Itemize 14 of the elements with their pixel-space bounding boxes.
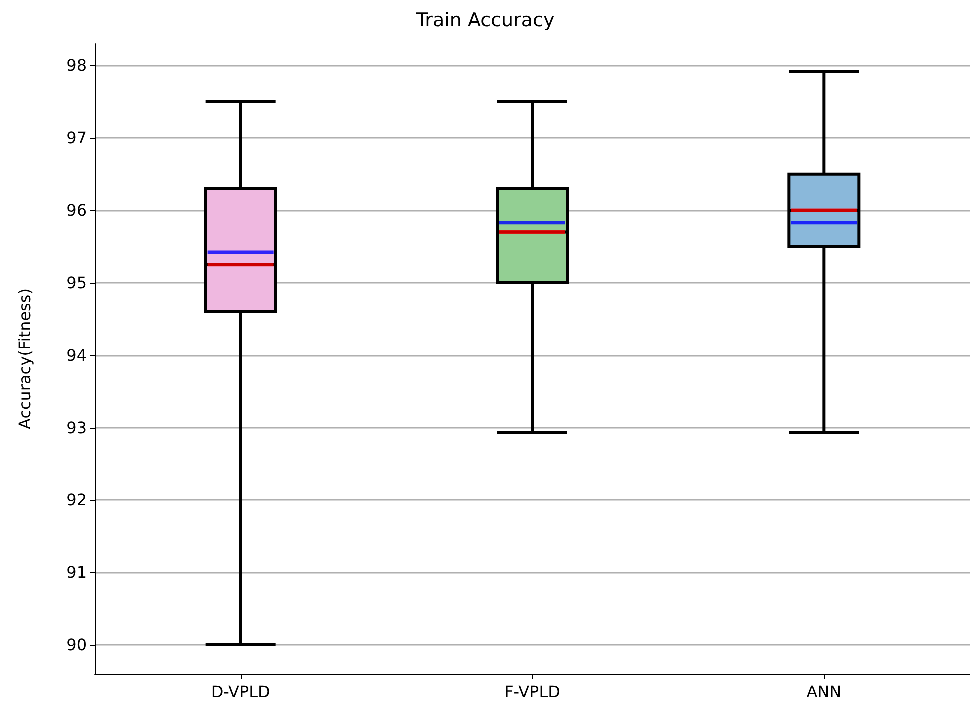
- x-tick-label: F-VPLD: [504, 682, 560, 702]
- y-tick-label: 94: [66, 346, 87, 365]
- y-tick-label: 92: [66, 490, 87, 510]
- y-tick-label: 95: [66, 273, 87, 292]
- y-tick-label: 91: [66, 563, 87, 582]
- y-tick-label: 96: [66, 201, 87, 220]
- x-tick-label: D-VPLD: [211, 682, 270, 702]
- y-axis-title: Accuracy(Fitness): [16, 288, 34, 430]
- y-tick-label: 98: [66, 56, 87, 76]
- y-tick-label: 90: [66, 636, 87, 655]
- y-tick-label: 93: [66, 418, 87, 438]
- y-tick-label: 97: [66, 128, 87, 148]
- x-tick-label: ANN: [806, 682, 842, 702]
- chart-title: Train Accuracy: [415, 10, 555, 32]
